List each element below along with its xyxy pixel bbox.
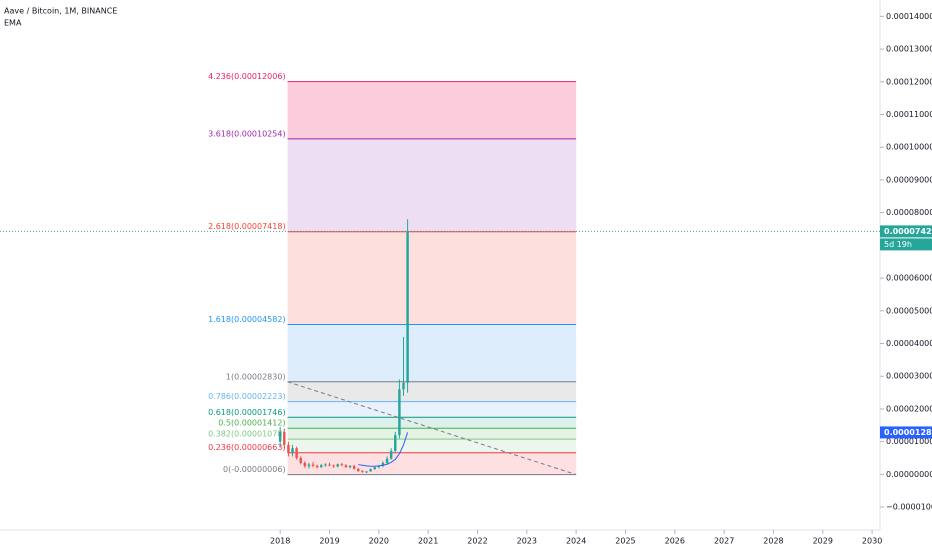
candle-body (373, 467, 376, 470)
fib-band (287, 81, 577, 139)
countdown-label: 5d 19h (884, 240, 912, 249)
x-tick-label: 2029 (813, 537, 833, 546)
candle-body (287, 444, 290, 454)
candle-body (394, 435, 397, 451)
fib-band (287, 439, 577, 453)
fib-label: 0.786(0.00002223) (208, 392, 286, 401)
y-tick-label: −0.00001000 (886, 503, 932, 512)
candle-body (336, 464, 339, 467)
x-tick-label: 2022 (467, 537, 487, 546)
price-tag (880, 225, 932, 238)
candle-body (348, 465, 352, 468)
y-tick-label: 0.00008000 (886, 208, 932, 217)
fib-band (287, 381, 577, 402)
candle-body (278, 431, 282, 442)
x-tick-label: 2018 (270, 537, 290, 546)
fib-label: 4.236(0.00012006) (208, 72, 286, 81)
fib-band (287, 401, 577, 418)
y-tick-label: 0.00011000 (886, 110, 932, 119)
y-tick-label: 0.00010000 (886, 143, 932, 152)
chart-title: Aave / Bitcoin, 1M, BINANCE (4, 7, 117, 16)
candle-body (398, 389, 401, 436)
fib-label: 1(0.00002830) (226, 372, 286, 381)
fib-band (287, 417, 577, 429)
x-tick-label: 2030 (862, 537, 882, 546)
y-tick-label: 0.00013000 (886, 45, 932, 54)
x-tick-label: 2019 (319, 537, 339, 546)
x-tick-label: 2021 (418, 537, 438, 546)
fib-label: 0.5(0.00001412) (218, 419, 285, 428)
candle-body (369, 469, 372, 472)
candle-body (344, 465, 348, 468)
candle-body (340, 464, 344, 466)
candle-body (402, 382, 405, 390)
y-tick-label: 0.00004000 (886, 339, 932, 348)
x-tick-label: 2025 (615, 537, 635, 546)
y-tick-label: 0.00009000 (886, 175, 932, 184)
trend-line (287, 381, 577, 476)
y-tick-label: 0.00005000 (886, 306, 932, 315)
indicator-label: EMA (4, 19, 22, 28)
fib-label: 0(-0.00000006) (223, 465, 286, 474)
candle-body (295, 448, 298, 459)
fib-band (287, 231, 577, 325)
candle-body (377, 465, 381, 468)
candle-body (291, 448, 294, 454)
candle-body (389, 450, 393, 459)
y-tick-label: 0.00001000 (886, 437, 932, 446)
candle-body (385, 458, 389, 463)
candle-body (406, 231, 409, 383)
candle-body (303, 462, 307, 467)
ema-line (358, 432, 409, 467)
price-tag-label: 0.00007427 (884, 227, 932, 236)
fib-band (287, 428, 577, 440)
fib-band (287, 138, 577, 232)
countdown-tag (880, 238, 932, 251)
candle-body (361, 471, 364, 473)
x-tick-label: 2027 (714, 537, 734, 546)
candle-body (332, 465, 335, 467)
price-tag-label: 0.00001282 (884, 428, 932, 437)
candle-body (357, 468, 360, 472)
y-tick-label: 0.00014000 (886, 12, 932, 21)
candle-body (328, 464, 331, 466)
y-tick-label: 0.00002000 (886, 404, 932, 413)
candle-body (365, 471, 368, 473)
y-tick-label: 0.00003000 (886, 372, 932, 381)
y-tick-label: 0.00000000 (886, 470, 932, 479)
fib-label: 2.618(0.00007418) (208, 222, 286, 231)
fib-label: 0.618(0.00001746) (208, 408, 286, 417)
x-tick-label: 2024 (566, 537, 586, 546)
candle-body (307, 464, 311, 467)
y-tick-label: 0.00006000 (886, 274, 932, 283)
fib-label: 1.618(0.00004582) (208, 315, 286, 324)
fib-label: 3.618(0.00010254) (208, 129, 286, 138)
fib-label: 0.236(0.00000663) (208, 443, 286, 452)
fib-band (287, 324, 577, 382)
candle-body (311, 464, 315, 466)
x-tick-label: 2023 (517, 537, 537, 546)
x-tick-label: 2026 (665, 537, 685, 546)
candle-body (352, 465, 356, 469)
candle-body (320, 465, 323, 468)
x-tick-label: 2028 (763, 537, 783, 546)
candle-body (299, 458, 302, 463)
candle-body (315, 465, 319, 468)
fib-band (287, 452, 577, 475)
x-tick-label: 2020 (369, 537, 389, 546)
candle-body (283, 431, 286, 445)
fib-label: 0.382(0.00001078) (208, 430, 286, 439)
candle-body (381, 462, 385, 466)
candle-body (324, 464, 327, 466)
y-tick-label: 0.00012000 (886, 77, 932, 86)
price-tag (880, 426, 932, 439)
